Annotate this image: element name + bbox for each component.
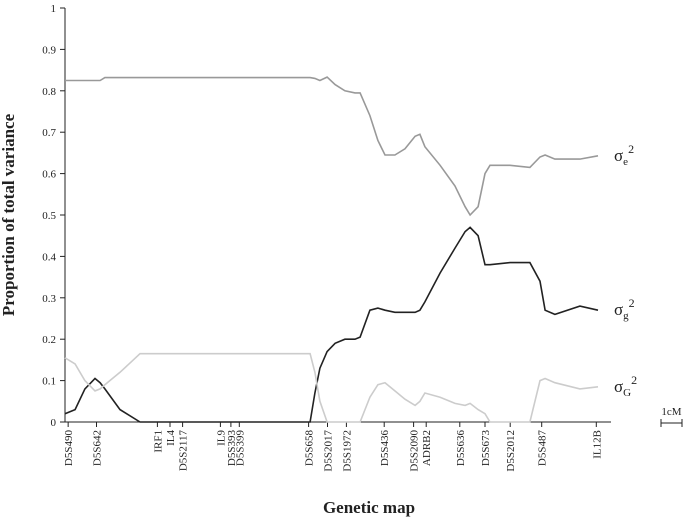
series-superscript: 2 (631, 373, 637, 387)
y-tick-label: 0.7 (42, 127, 56, 139)
x-axis-label: Genetic map (323, 498, 415, 517)
series-subscript: e (623, 156, 628, 168)
marker-label: IRF1 (152, 430, 164, 453)
series-label: σg2 (614, 296, 635, 322)
marker-label: D5S436 (379, 430, 391, 467)
series-symbol: σ (614, 377, 623, 396)
marker-label: D5S2090 (409, 430, 421, 472)
marker-label: D5S642 (92, 430, 104, 466)
series-label: σG2 (614, 373, 637, 399)
marker-label: ADRB2 (421, 430, 433, 466)
y-axis-label: Proportion of total variance (0, 113, 18, 316)
y-tick-label: 0.9 (42, 44, 56, 56)
series-line (64, 226, 599, 423)
series-line (64, 352, 599, 423)
y-tick-label: 0.5 (42, 210, 56, 222)
y-tick-label: 0.1 (42, 376, 56, 388)
y-tick-label: 0 (51, 417, 57, 429)
series-subscript: g (623, 310, 629, 322)
scale-bar-label: 1cM (661, 406, 681, 418)
y-tick-label: 1 (51, 3, 57, 15)
y-tick-label: 0.3 (42, 293, 56, 305)
marker-label: D5S2017 (323, 430, 335, 472)
marker-label: D5S2117 (178, 430, 190, 472)
y-tick-label: 0.6 (42, 169, 56, 181)
series-symbol: σ (614, 146, 623, 165)
marker-label: D5S393 (226, 430, 238, 467)
y-tick-label: 0.2 (42, 334, 56, 346)
marker-label: D5S658 (304, 430, 316, 467)
series-subscript: G (623, 387, 631, 399)
series-symbol: σ (614, 300, 623, 319)
marker-label: D5S490 (63, 430, 75, 467)
series-superscript: 2 (628, 142, 634, 156)
marker-label: IL12B (591, 430, 603, 459)
marker-label: D5S673 (480, 430, 492, 467)
series-superscript: 2 (629, 296, 635, 310)
marker-label: IL9 (215, 430, 227, 446)
series-label: σe2 (614, 142, 634, 168)
marker-label: D5S487 (537, 430, 549, 467)
y-tick-label: 0.8 (42, 86, 56, 98)
marker-label: D5S2012 (505, 430, 517, 472)
y-tick-label: 0.4 (42, 251, 56, 263)
marker-label: IL4 (165, 430, 177, 446)
series-line (65, 76, 599, 217)
marker-label: D5S636 (455, 430, 467, 467)
marker-label: D5S399 (234, 430, 246, 467)
marker-label: D5S1972 (341, 430, 353, 472)
